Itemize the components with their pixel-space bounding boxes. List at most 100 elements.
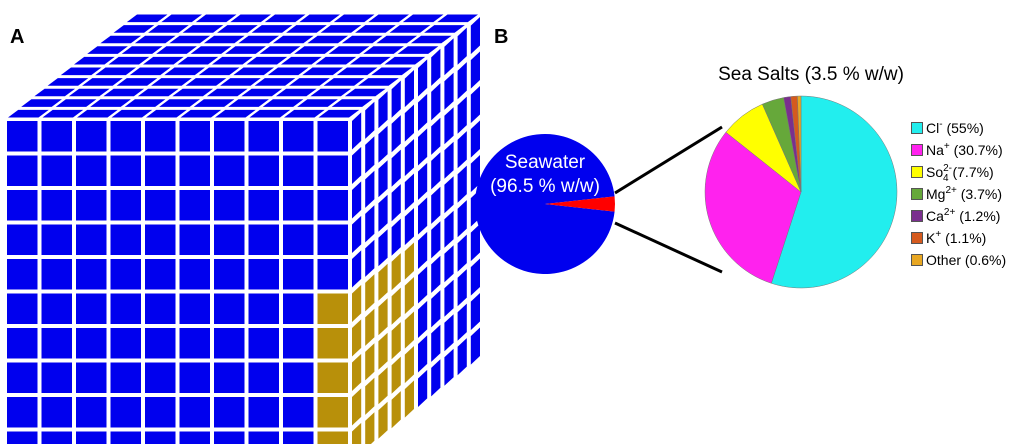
water-cell: [286, 25, 327, 33]
legend-swatch: [911, 210, 923, 222]
water-cell: [315, 56, 357, 65]
water-cell: [214, 190, 245, 221]
salt-cell: [391, 356, 401, 394]
water-cell: [264, 14, 306, 23]
legend-label: Ca2+ (1.2%): [926, 207, 1001, 225]
water-cell: [457, 200, 467, 238]
water-cell: [299, 14, 340, 23]
water-cell: [143, 56, 184, 65]
salt-cell: [404, 380, 414, 418]
water-cell: [418, 369, 428, 407]
water-cell: [41, 121, 72, 152]
water-cell: [358, 78, 399, 86]
water-cell: [74, 56, 115, 65]
water-cell: [206, 88, 248, 97]
water-cell: [470, 86, 480, 124]
water-cell: [7, 224, 38, 255]
water-cell: [145, 328, 176, 359]
water-cell: [179, 259, 210, 290]
legend-label: Cl- (55%): [926, 119, 984, 137]
water-cell: [195, 14, 237, 23]
seawater-label-line1: Seawater: [505, 152, 586, 173]
water-cell: [344, 88, 386, 97]
water-cell: [418, 266, 428, 304]
water-cell: [352, 112, 362, 150]
water-cell: [111, 109, 153, 118]
water-cell: [307, 35, 349, 44]
salt-cell: [365, 377, 375, 415]
water-cell: [431, 186, 441, 224]
water-cell: [363, 46, 404, 54]
salt-cell: [378, 401, 388, 439]
water-cell: [297, 99, 338, 107]
water-cell: [76, 121, 107, 152]
water-cell: [121, 46, 163, 54]
salt-cell: [317, 431, 348, 444]
water-cell: [110, 431, 141, 444]
water-cell: [214, 397, 245, 428]
water-cell: [320, 25, 362, 33]
water-cell: [110, 397, 141, 428]
water-cell: [444, 348, 454, 386]
water-cell: [248, 362, 279, 393]
water-cell: [376, 35, 418, 44]
legend-label: Na+ (30.7%): [926, 141, 1003, 159]
water-cell: [294, 46, 335, 54]
water-cell: [391, 149, 401, 187]
water-cell: [418, 93, 428, 131]
water-cell: [431, 221, 441, 259]
water-cell: [365, 170, 375, 208]
water-cell: [267, 67, 309, 76]
salt-cell: [404, 311, 414, 349]
water-cell: [444, 107, 454, 145]
legend-swatch: [911, 144, 923, 156]
salt-cell: [352, 284, 362, 322]
water-cell: [193, 99, 235, 107]
salt-cell: [391, 391, 401, 429]
legend-item-k: K+ (1.1%): [911, 227, 1006, 249]
water-cell: [145, 397, 176, 428]
water-cell: [151, 78, 192, 86]
water-cell: [76, 155, 107, 186]
legend-item-so: So2-4 (7.7%): [911, 161, 1006, 184]
water-cell: [41, 397, 72, 428]
seawater-label-line2: (96.5 % w/w): [490, 176, 600, 197]
water-cell: [404, 70, 414, 108]
legend-swatch: [911, 166, 923, 178]
water-cell: [134, 35, 176, 44]
water-cell: [470, 120, 480, 158]
water-cell: [179, 362, 210, 393]
water-cell: [41, 362, 72, 393]
water-cell: [110, 293, 141, 324]
salt-cell: [391, 253, 401, 291]
water-cell: [145, 224, 176, 255]
water-cell: [251, 25, 293, 33]
water-cell: [110, 224, 141, 255]
water-cell: [431, 324, 441, 362]
water-cell: [145, 293, 176, 324]
water-cell: [355, 25, 396, 33]
water-cell: [179, 328, 210, 359]
water-cell: [145, 190, 176, 221]
salts-legend: Cl- (55%) Na+ (30.7%) So2-4 (7.7%) Mg2+ (3.…: [911, 117, 1006, 271]
water-cell: [323, 78, 365, 86]
water-cell: [317, 224, 348, 255]
water-cell: [259, 46, 301, 54]
water-cell: [431, 290, 441, 328]
water-cell: [431, 48, 441, 86]
water-cell: [283, 224, 314, 255]
water-cell: [129, 67, 171, 76]
water-cell: [179, 190, 210, 221]
water-cell: [156, 46, 197, 54]
water-cell: [41, 259, 72, 290]
water-cell: [365, 136, 375, 174]
legend-label: So2-4 (7.7%): [926, 163, 994, 184]
water-cell: [352, 181, 362, 219]
water-cell: [87, 46, 128, 54]
water-cell: [431, 117, 441, 155]
water-cell: [275, 88, 317, 97]
water-cell: [418, 59, 428, 97]
salt-cell: [378, 298, 388, 336]
water-cell: [182, 25, 224, 33]
